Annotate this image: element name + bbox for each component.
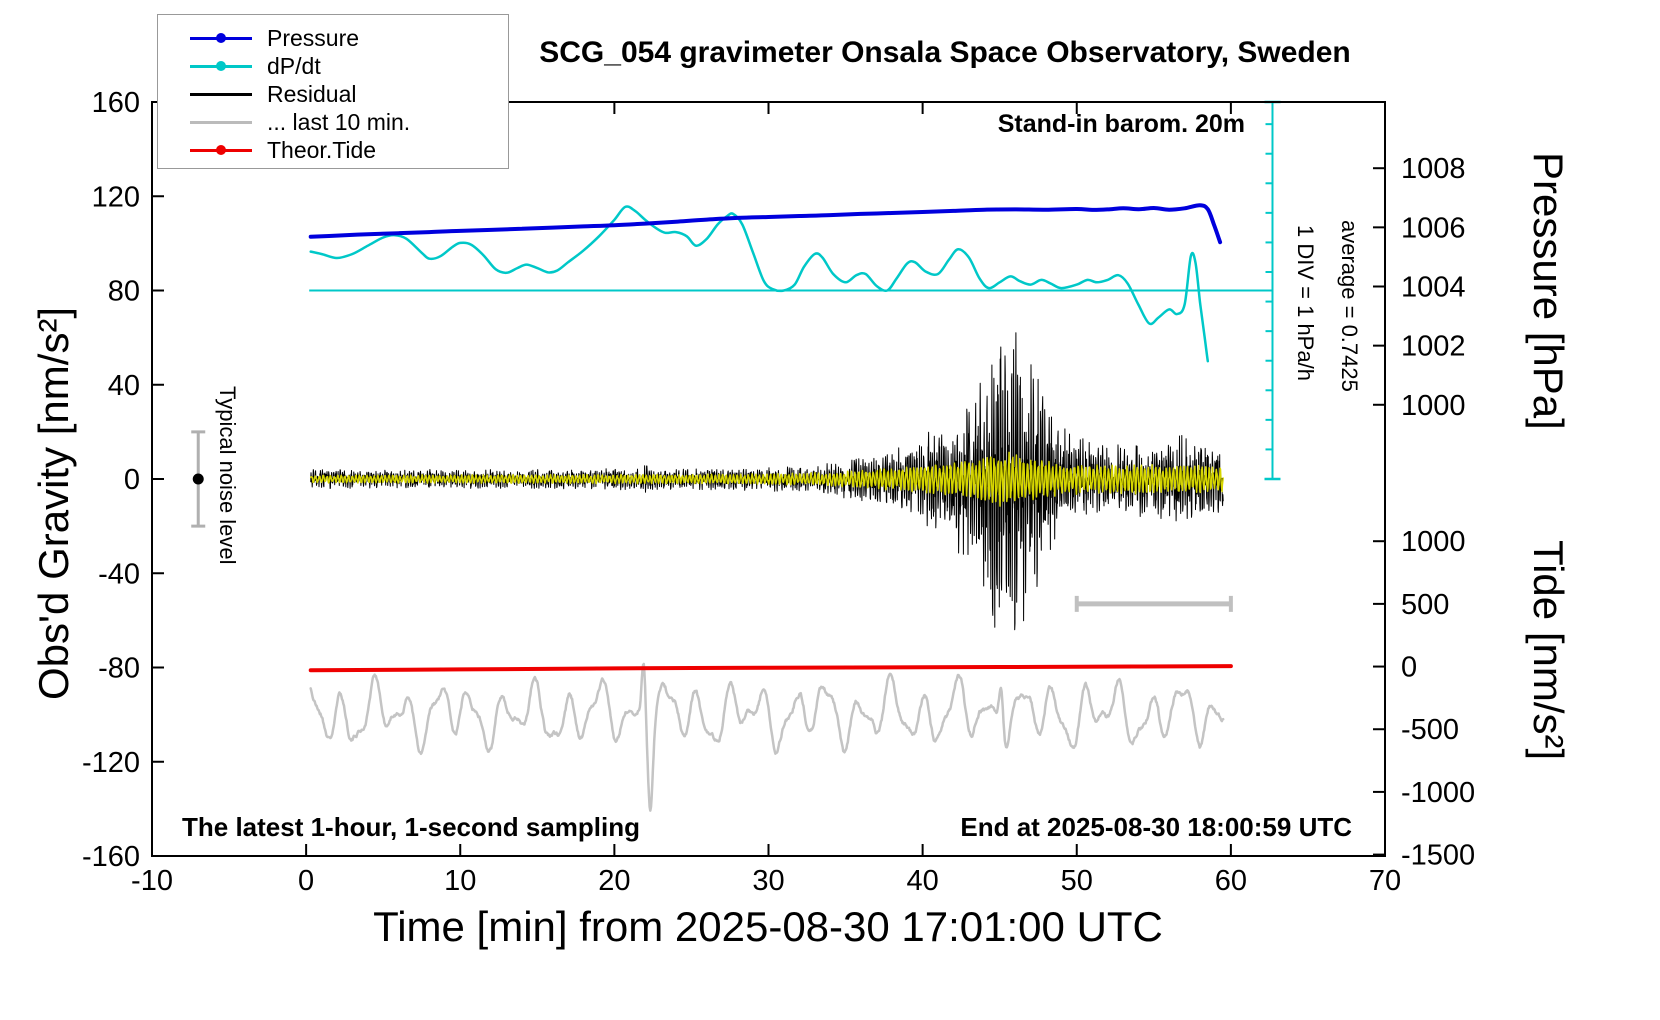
svg-text:-10: -10 (131, 865, 173, 897)
noise-level-marker (191, 430, 206, 528)
page-title: SCG_054 gravimeter Onsala Space Observat… (539, 36, 1351, 69)
series-theor-tide (308, 664, 1233, 673)
legend-label-theor-tide: Theor.Tide (267, 136, 377, 163)
legend-item-pressure: Pressure (158, 24, 508, 52)
svg-text:160: 160 (92, 87, 140, 119)
legend-marker-pressure (190, 33, 252, 43)
dpdt-reference-axis (309, 100, 1281, 481)
svg-text:40: 40 (108, 370, 140, 402)
legend-marker-residual (190, 92, 252, 96)
series-pressure (308, 203, 1223, 245)
legend-marker-last-10-min (190, 120, 252, 124)
svg-text:120: 120 (92, 181, 140, 213)
svg-text:-160: -160 (82, 841, 140, 873)
legend-label-dp-dt: dP/dt (267, 52, 321, 79)
svg-text:50: 50 (1061, 865, 1093, 897)
svg-text:10: 10 (444, 865, 476, 897)
series-dpdt (309, 205, 1210, 363)
annotation-div-scale: 1 DIV = 1 hPa/h (1293, 225, 1318, 381)
svg-text:0: 0 (298, 865, 314, 897)
tide-axis-ticks: 1000 500 0 -500 -1000 -1500 (1373, 526, 1475, 872)
svg-text:1006: 1006 (1401, 212, 1466, 244)
series-last-10-min (309, 662, 1225, 812)
series-residual-filtered (309, 451, 1224, 507)
annotation-sampling: The latest 1-hour, 1-second sampling (182, 812, 640, 842)
svg-text:70: 70 (1369, 865, 1401, 897)
svg-text:-120: -120 (82, 747, 140, 779)
y-axis-left-ticks: -160 -120 -80 -40 0 40 80 120 160 (82, 87, 164, 873)
svg-text:-40: -40 (98, 558, 140, 590)
annotation-end-time: End at 2025-08-30 18:00:59 UTC (960, 812, 1352, 842)
svg-text:-1500: -1500 (1401, 840, 1475, 872)
legend-marker-theor-tide (190, 145, 252, 155)
legend-label-pressure: Pressure (267, 24, 360, 51)
svg-text:0: 0 (1401, 652, 1417, 684)
legend-label-residual: Residual (267, 80, 357, 107)
svg-text:20: 20 (598, 865, 630, 897)
legend-item-residual: Residual (158, 80, 508, 108)
pressure-axis-ticks: 1008 1006 1004 1002 1000 (1373, 153, 1466, 422)
svg-text:1000: 1000 (1401, 526, 1466, 558)
legend-marker-dp-dt (190, 61, 252, 71)
svg-text:40: 40 (906, 865, 938, 897)
y-axis-left-label: Obs'd Gravity [nm/s²] (30, 306, 77, 700)
legend-item-last-10-min: ... last 10 min. (158, 108, 508, 136)
svg-text:1004: 1004 (1401, 271, 1466, 303)
legend-item-dp-dt: dP/dt (158, 52, 508, 80)
scale-bar (1074, 595, 1233, 612)
svg-text:1002: 1002 (1401, 331, 1466, 363)
svg-text:1008: 1008 (1401, 153, 1466, 185)
svg-text:500: 500 (1401, 589, 1449, 621)
legend: Pressure dP/dt Residual... last 10 min. The… (157, 14, 509, 169)
legend-label-last-10-min: ... last 10 min. (267, 108, 411, 135)
svg-text:-500: -500 (1401, 714, 1459, 746)
annotation-barometer: Stand-in barom. 20m (997, 110, 1245, 138)
x-axis-label: Time [min] from 2025-08-30 17:01:00 UTC (373, 903, 1163, 950)
legend-item-theor-tide: Theor.Tide (158, 136, 508, 164)
svg-text:-1000: -1000 (1401, 777, 1475, 809)
svg-text:60: 60 (1215, 865, 1247, 897)
annotation-average: average = 0.7425 (1337, 220, 1362, 392)
svg-text:80: 80 (108, 276, 140, 308)
y-axis-pressure-label: Pressure [hPa] (1525, 152, 1572, 430)
svg-text:0: 0 (124, 464, 140, 496)
svg-text:1000: 1000 (1401, 390, 1466, 422)
y-axis-tide-label: Tide [nm/s²] (1525, 540, 1572, 761)
svg-text:-80: -80 (98, 653, 140, 685)
annotation-noise-level: Typical noise level (215, 386, 240, 565)
svg-text:30: 30 (752, 865, 784, 897)
